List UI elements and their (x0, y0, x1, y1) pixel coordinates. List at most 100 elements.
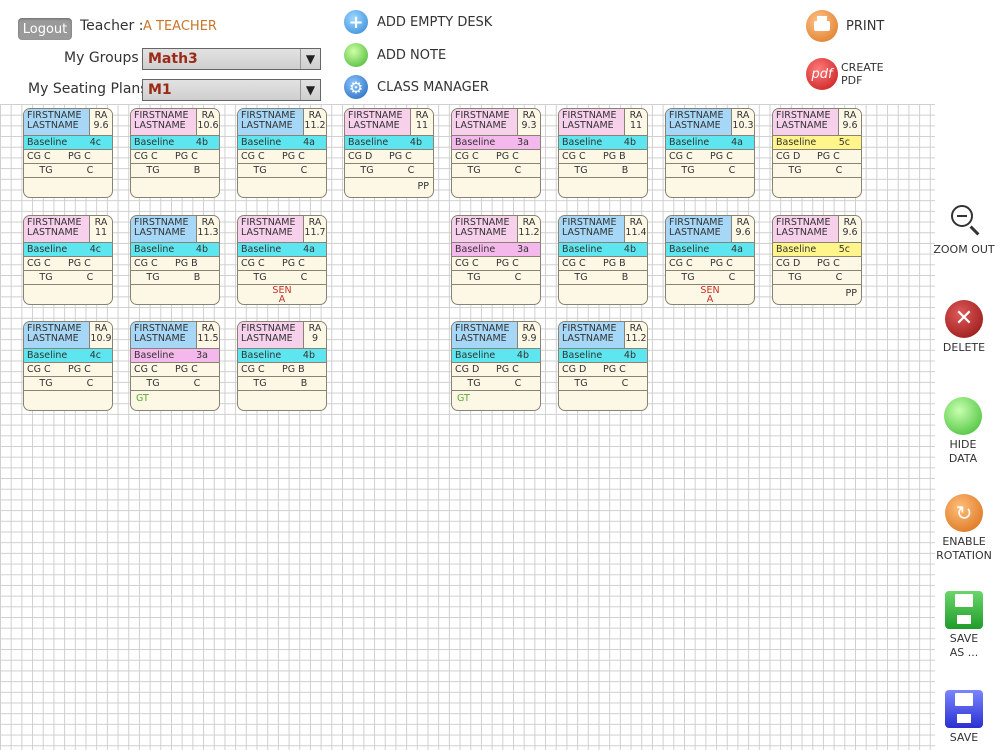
desk-notes: PP (345, 178, 433, 197)
student-desk-r3c6[interactable]: FIRSTNAME LASTNAME RA 11.2 Baseline 4b C… (558, 321, 648, 411)
target-grade-row: TG C (345, 164, 433, 178)
target-grade-row: TG C (773, 271, 861, 285)
reading-age: RA 11 (90, 216, 112, 242)
baseline-row: Baseline 4b (345, 136, 433, 150)
reading-age: RA 9.3 (518, 109, 540, 135)
enable-rotation-button[interactable]: ↻ ENABLE ROTATION (932, 494, 996, 563)
desk-name-row: FIRSTNAME LASTNAME RA 11 (559, 109, 647, 136)
desk-notes (238, 391, 326, 410)
target-grade-row: TG B (238, 377, 326, 391)
desk-notes: GT (131, 391, 219, 410)
create-pdf-button[interactable]: pdf CREATE PDF (806, 58, 884, 90)
reading-age: RA 9.6 (839, 109, 861, 135)
target-grade-row: TG C (452, 377, 540, 391)
student-desk-r3c5[interactable]: FIRSTNAME LASTNAME RA 9.9 Baseline 4b CG… (451, 321, 541, 411)
baseline-row: Baseline 4b (131, 136, 219, 150)
dropdown-arrow-icon[interactable]: ▼ (300, 49, 320, 69)
add-empty-desk-button[interactable]: + ADD EMPTY DESK (344, 10, 492, 34)
print-button[interactable]: PRINT (806, 10, 884, 42)
desk-name-row: FIRSTNAME LASTNAME RA 9.6 (773, 109, 861, 136)
student-name: FIRSTNAME LASTNAME (559, 109, 625, 135)
desk-notes: GT (452, 391, 540, 410)
student-desk-r1c3[interactable]: FIRSTNAME LASTNAME RA 11.2 Baseline 4a C… (237, 108, 327, 198)
plus-icon: + (344, 10, 368, 34)
delete-button[interactable]: ✕ DELETE (932, 300, 996, 355)
student-desk-r1c1[interactable]: FIRSTNAME LASTNAME RA 9.6 Baseline 4c CG… (23, 108, 113, 198)
desk-name-row: FIRSTNAME LASTNAME RA 9.3 (452, 109, 540, 136)
desk-notes (131, 285, 219, 304)
student-name: FIRSTNAME LASTNAME (666, 216, 732, 242)
grades-row: CG C PG B (238, 363, 326, 377)
grades-row: CG D PG C (559, 363, 647, 377)
zoom-out-button[interactable]: ZOOM OUT (932, 202, 996, 257)
desk-name-row: FIRSTNAME LASTNAME RA 11 (24, 216, 112, 243)
save-as-button[interactable]: SAVE AS ... (932, 591, 996, 660)
plans-label: My Seating Plans : (28, 81, 157, 97)
student-desk-r1c8[interactable]: FIRSTNAME LASTNAME RA 9.6 Baseline 5c CG… (772, 108, 862, 198)
save-button[interactable]: SAVE (932, 690, 996, 745)
reading-age: RA 11.2 (625, 322, 647, 348)
desk-notes (131, 178, 219, 197)
student-name: FIRSTNAME LASTNAME (131, 109, 197, 135)
baseline-row: Baseline 3a (131, 349, 219, 363)
grades-row: CG C PG C (24, 257, 112, 271)
student-name: FIRSTNAME LASTNAME (345, 109, 411, 135)
target-grade-row: TG C (238, 271, 326, 285)
student-desk-r3c3[interactable]: FIRSTNAME LASTNAME RA 9 Baseline 4b CG C… (237, 321, 327, 411)
close-icon: ✕ (945, 300, 983, 338)
baseline-row: Baseline 4a (238, 136, 326, 150)
groups-dropdown[interactable]: Math3 ▼ (142, 48, 321, 70)
grades-row: CG C PG C (666, 257, 754, 271)
delete-label: DELETE (942, 341, 986, 354)
student-desk-r2c1[interactable]: FIRSTNAME LASTNAME RA 11 Baseline 4c CG … (23, 215, 113, 305)
class-manager-button[interactable]: ⚙ CLASS MANAGER (344, 75, 489, 99)
student-desk-r2c2[interactable]: FIRSTNAME LASTNAME RA 11.3 Baseline 4b C… (130, 215, 220, 305)
student-name: FIRSTNAME LASTNAME (773, 216, 839, 242)
baseline-row: Baseline 4a (666, 243, 754, 257)
groups-selected-value: Math3 (148, 51, 198, 67)
grades-row: CG C PG C (24, 150, 112, 164)
target-grade-row: TG B (559, 164, 647, 178)
grades-row: CG D PG C (773, 257, 861, 271)
student-desk-r2c8[interactable]: FIRSTNAME LASTNAME RA 9.6 Baseline 5c CG… (772, 215, 862, 305)
student-desk-r1c2[interactable]: FIRSTNAME LASTNAME RA 10.6 Baseline 4b C… (130, 108, 220, 198)
student-desk-r2c6[interactable]: FIRSTNAME LASTNAME RA 11.4 Baseline 4b C… (558, 215, 648, 305)
desk-notes (24, 178, 112, 197)
student-desk-r1c5[interactable]: FIRSTNAME LASTNAME RA 9.3 Baseline 3a CG… (451, 108, 541, 198)
student-desk-r1c6[interactable]: FIRSTNAME LASTNAME RA 11 Baseline 4b CG … (558, 108, 648, 198)
logout-button[interactable]: Logout (18, 18, 72, 40)
reading-age: RA 10.9 (90, 322, 112, 348)
student-desk-r1c4[interactable]: FIRSTNAME LASTNAME RA 11 Baseline 4b CG … (344, 108, 434, 198)
pdf-icon: pdf (806, 58, 838, 90)
reading-age: RA 10.3 (732, 109, 754, 135)
add-note-button[interactable]: ADD NOTE (344, 43, 446, 67)
groups-label: My Groups : (64, 50, 148, 66)
reading-age: RA 9.6 (90, 109, 112, 135)
grades-row: CG C PG C (24, 363, 112, 377)
green-dot-icon (344, 43, 368, 67)
floppy-disk-icon (945, 591, 983, 629)
gifted-tag: GT (457, 393, 470, 404)
student-desk-r2c3[interactable]: FIRSTNAME LASTNAME RA 11.7 Baseline 4a C… (237, 215, 327, 305)
desk-notes (559, 285, 647, 304)
student-desk-r1c7[interactable]: FIRSTNAME LASTNAME RA 10.3 Baseline 4a C… (665, 108, 755, 198)
plans-dropdown[interactable]: M1 ▼ (142, 79, 321, 101)
hide-data-button[interactable]: HIDE DATA (931, 397, 995, 466)
desk-notes: SEN A (666, 285, 754, 304)
student-desk-r2c5[interactable]: FIRSTNAME LASTNAME RA 11.2 Baseline 3a C… (451, 215, 541, 305)
student-desk-r2c7[interactable]: FIRSTNAME LASTNAME RA 9.6 Baseline 4a CG… (665, 215, 755, 305)
desk-name-row: FIRSTNAME LASTNAME RA 9.6 (24, 109, 112, 136)
baseline-row: Baseline 3a (452, 136, 540, 150)
desk-name-row: FIRSTNAME LASTNAME RA 11.2 (559, 322, 647, 349)
student-desk-r3c2[interactable]: FIRSTNAME LASTNAME RA 11.5 Baseline 3a C… (130, 321, 220, 411)
desk-name-row: FIRSTNAME LASTNAME RA 11.3 (131, 216, 219, 243)
student-name: FIRSTNAME LASTNAME (24, 109, 90, 135)
zoom-out-icon (945, 202, 983, 240)
plans-selected-value: M1 (148, 82, 172, 98)
student-desk-r3c1[interactable]: FIRSTNAME LASTNAME RA 10.9 Baseline 4c C… (23, 321, 113, 411)
desk-notes: PP (773, 285, 861, 304)
baseline-row: Baseline 5c (773, 243, 861, 257)
gear-icon: ⚙ (344, 75, 368, 99)
seating-grid[interactable] (0, 104, 935, 750)
dropdown-arrow-icon[interactable]: ▼ (300, 80, 320, 100)
